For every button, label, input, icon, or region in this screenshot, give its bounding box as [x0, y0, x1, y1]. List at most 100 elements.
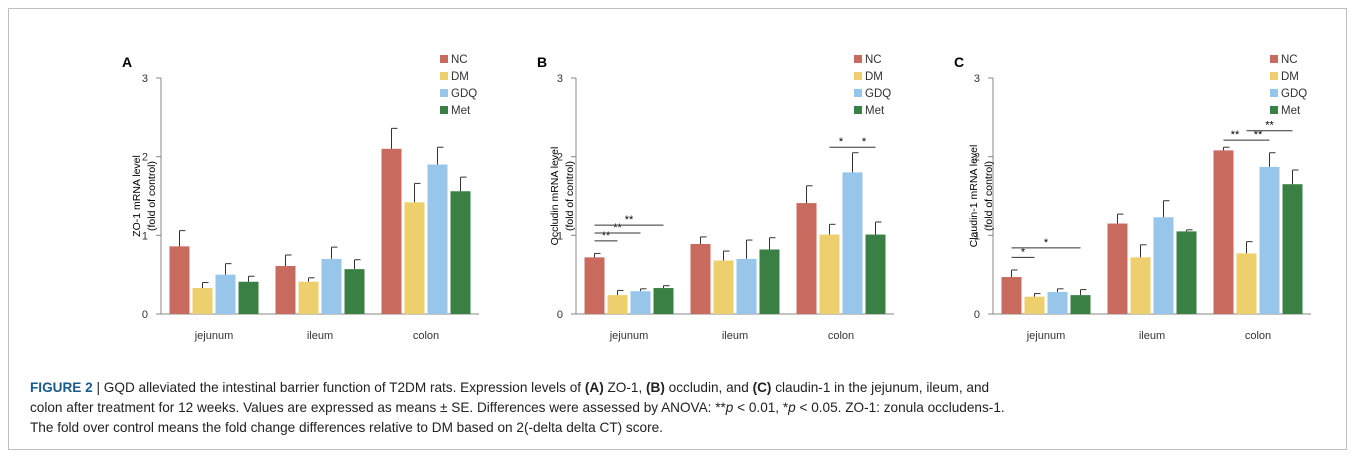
- y-tick-label: 0: [557, 309, 563, 321]
- bar-nc: [1001, 277, 1022, 314]
- legend-swatch-dm: [854, 72, 862, 80]
- y-tick-label: 3: [557, 73, 563, 85]
- legend-label-nc: NC: [865, 54, 882, 66]
- bar-nc: [275, 266, 296, 314]
- y-tick-label: 1: [557, 230, 563, 242]
- legend-swatch-nc: [440, 55, 448, 63]
- legend-swatch-dm: [440, 72, 448, 80]
- bar-met: [1282, 184, 1303, 314]
- legend-label-met: Met: [1281, 105, 1301, 117]
- bar-nc: [690, 243, 711, 314]
- y-tick-label: 2: [974, 152, 980, 164]
- bar-met: [344, 269, 365, 314]
- bar-dm: [713, 260, 734, 314]
- bar-gdq: [1259, 166, 1280, 314]
- legend-label-nc: NC: [1281, 54, 1298, 66]
- x-tick-label: ileum: [1139, 330, 1165, 342]
- bar-gdq: [215, 274, 236, 314]
- bar-gdq: [1153, 217, 1174, 314]
- significance-label: **: [625, 214, 634, 226]
- bar-gdq: [842, 172, 863, 314]
- significance-label: *: [1021, 246, 1026, 258]
- significance-label: *: [862, 136, 867, 148]
- legend-swatch-gdq: [440, 89, 448, 97]
- bar-met: [865, 234, 886, 314]
- bar-met: [1176, 231, 1197, 314]
- caption-p-1: p: [725, 400, 734, 415]
- legend-label-dm: DM: [865, 71, 883, 83]
- bar-dm: [1024, 296, 1045, 314]
- significance-label: **: [1265, 120, 1274, 132]
- y-axis-label: Occludin mRNA level: [549, 147, 561, 246]
- caption-text-6: < 0.01, *: [733, 400, 789, 415]
- legend-label-met: Met: [451, 105, 471, 117]
- x-tick-label: jejunum: [609, 330, 649, 342]
- y-tick-label: 3: [974, 73, 980, 85]
- caption-text-4: claudin-1 in the jejunum, ileum, and: [771, 380, 990, 395]
- y-tick-label: 0: [974, 309, 980, 321]
- y-axis-label-unit: (fold of control): [146, 161, 158, 231]
- bar-gdq: [630, 291, 651, 314]
- bar-met: [759, 249, 780, 314]
- legend-label-gdq: GDQ: [865, 88, 891, 100]
- y-axis-label: ZO-1 mRNA level: [131, 155, 143, 237]
- y-tick-label: 2: [557, 152, 563, 164]
- bar-dm: [1130, 257, 1151, 314]
- bar-met: [653, 288, 674, 314]
- significance-label: *: [1044, 237, 1049, 249]
- figure-frame: [8, 8, 1347, 450]
- significance-label: **: [1231, 129, 1240, 141]
- caption-ref-c: (C): [752, 380, 772, 395]
- legend-label-met: Met: [865, 105, 885, 117]
- bar-dm: [819, 234, 840, 314]
- bar-nc: [796, 203, 817, 314]
- bar-nc: [381, 148, 402, 314]
- bar-met: [238, 281, 259, 314]
- x-tick-label: jejunum: [1026, 330, 1066, 342]
- y-tick-label: 1: [974, 230, 980, 242]
- caption-text-1: GQD alleviated the intestinal barrier fu…: [103, 380, 585, 395]
- bar-met: [450, 191, 471, 314]
- bar-dm: [607, 295, 628, 314]
- legend-swatch-nc: [1270, 55, 1278, 63]
- significance-label: **: [613, 222, 622, 234]
- caption-text-2: ZO-1,: [603, 380, 647, 395]
- caption-text-7: < 0.05. ZO-1: zonula occludens-1.: [795, 400, 1005, 415]
- y-tick-label: 3: [142, 73, 148, 85]
- caption-line-2: colon after treatment for 12 weeks. Valu…: [30, 398, 1330, 418]
- legend-swatch-met: [1270, 106, 1278, 114]
- bar-nc: [1213, 150, 1234, 314]
- panel-label-a: A: [122, 54, 132, 70]
- legend-label-gdq: GDQ: [451, 88, 477, 100]
- bar-dm: [404, 202, 425, 314]
- x-tick-label: colon: [413, 330, 439, 342]
- caption-text-3: occludin, and: [664, 380, 753, 395]
- x-tick-label: colon: [1245, 330, 1271, 342]
- bar-dm: [1236, 253, 1257, 314]
- legend-swatch-gdq: [1270, 89, 1278, 97]
- bar-dm: [192, 288, 213, 314]
- significance-label: *: [839, 136, 844, 148]
- bar-nc: [169, 246, 190, 314]
- bar-dm: [298, 281, 319, 314]
- significance-label: **: [1254, 129, 1263, 141]
- x-tick-label: jejunum: [194, 330, 234, 342]
- panel-label-b: B: [537, 54, 547, 70]
- x-tick-label: ileum: [307, 330, 333, 342]
- x-tick-label: ileum: [722, 330, 748, 342]
- legend-swatch-dm: [1270, 72, 1278, 80]
- caption-ref-a: (A): [584, 380, 604, 395]
- caption-line-1: FIGURE 2 | GQD alleviated the intestinal…: [30, 378, 1330, 398]
- legend-label-dm: DM: [451, 71, 469, 83]
- bar-met: [1070, 295, 1091, 314]
- figure-label: FIGURE 2: [30, 380, 93, 395]
- significance-label: **: [602, 230, 611, 242]
- caption-separator: |: [92, 380, 104, 395]
- y-tick-label: 1: [142, 230, 148, 242]
- legend-label-nc: NC: [451, 54, 468, 66]
- bar-gdq: [1047, 291, 1068, 314]
- legend-swatch-met: [854, 106, 862, 114]
- y-axis-label-unit: (fold of control): [983, 161, 995, 231]
- bar-gdq: [736, 258, 757, 314]
